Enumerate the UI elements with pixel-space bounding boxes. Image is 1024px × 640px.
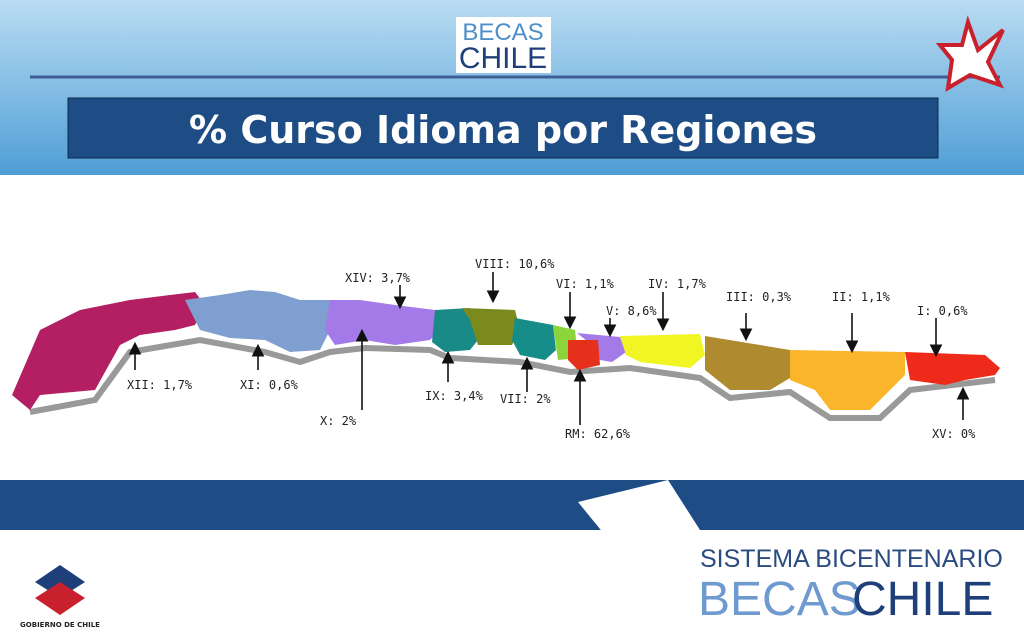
footer-system: SISTEMA BICENTENARIO <box>700 545 1003 573</box>
region-ix <box>432 308 478 352</box>
title-box <box>67 97 939 159</box>
footer-brand-1: BECAS <box>698 573 861 626</box>
region-label: I: 0,6% <box>917 304 968 318</box>
region-label: VI: 1,1% <box>556 277 615 291</box>
region-iii <box>705 336 790 390</box>
government-logo <box>35 565 85 615</box>
region-i <box>905 352 1000 385</box>
logo-line1: BECAS <box>462 19 543 46</box>
region-x-xiv <box>325 300 440 345</box>
region-vii <box>512 318 556 360</box>
region-xi <box>185 290 335 352</box>
region-label: V: 8,6% <box>606 304 657 318</box>
region-label: XI: 0,6% <box>240 378 299 392</box>
map <box>12 290 1000 421</box>
region-label: IV: 1,7% <box>648 277 707 291</box>
region-label: XV: 0% <box>932 427 976 441</box>
footer-notch <box>578 480 700 556</box>
region-label: VIII: 10,6% <box>475 257 555 271</box>
title: % Curso Idioma por Regiones <box>189 108 817 152</box>
region-label: II: 1,1% <box>832 290 891 304</box>
region-label: X: 2% <box>320 414 357 428</box>
region-label: XII: 1,7% <box>127 378 193 392</box>
star-icon <box>935 15 1005 92</box>
region-label: III: 0,3% <box>726 290 792 304</box>
region-xii <box>12 292 205 410</box>
region-iv <box>620 334 705 368</box>
coast-shadow <box>29 336 996 421</box>
logo-line2: CHILE <box>459 42 547 75</box>
logo-shape <box>35 565 85 598</box>
footer-government: GOBIERNO DE CHILE <box>20 621 100 629</box>
footer-band <box>0 480 1024 530</box>
logo-box <box>456 17 551 73</box>
region-viii <box>462 308 520 345</box>
region-label: XIV: 3,7% <box>345 271 411 285</box>
region-label: IX: 3,4% <box>425 389 484 403</box>
region-label: VII: 2% <box>500 392 551 406</box>
region-label: RM: 62,6% <box>565 427 631 441</box>
arrows <box>128 272 970 425</box>
logo-shape <box>35 582 85 615</box>
region-labels: XII: 1,7% XI: 0,6% X: 2% XIV: 3,7% IX: 3… <box>127 257 976 441</box>
region-rm <box>568 340 600 370</box>
footer-brand-2: CHILE <box>852 573 993 626</box>
region-ii <box>790 350 905 410</box>
